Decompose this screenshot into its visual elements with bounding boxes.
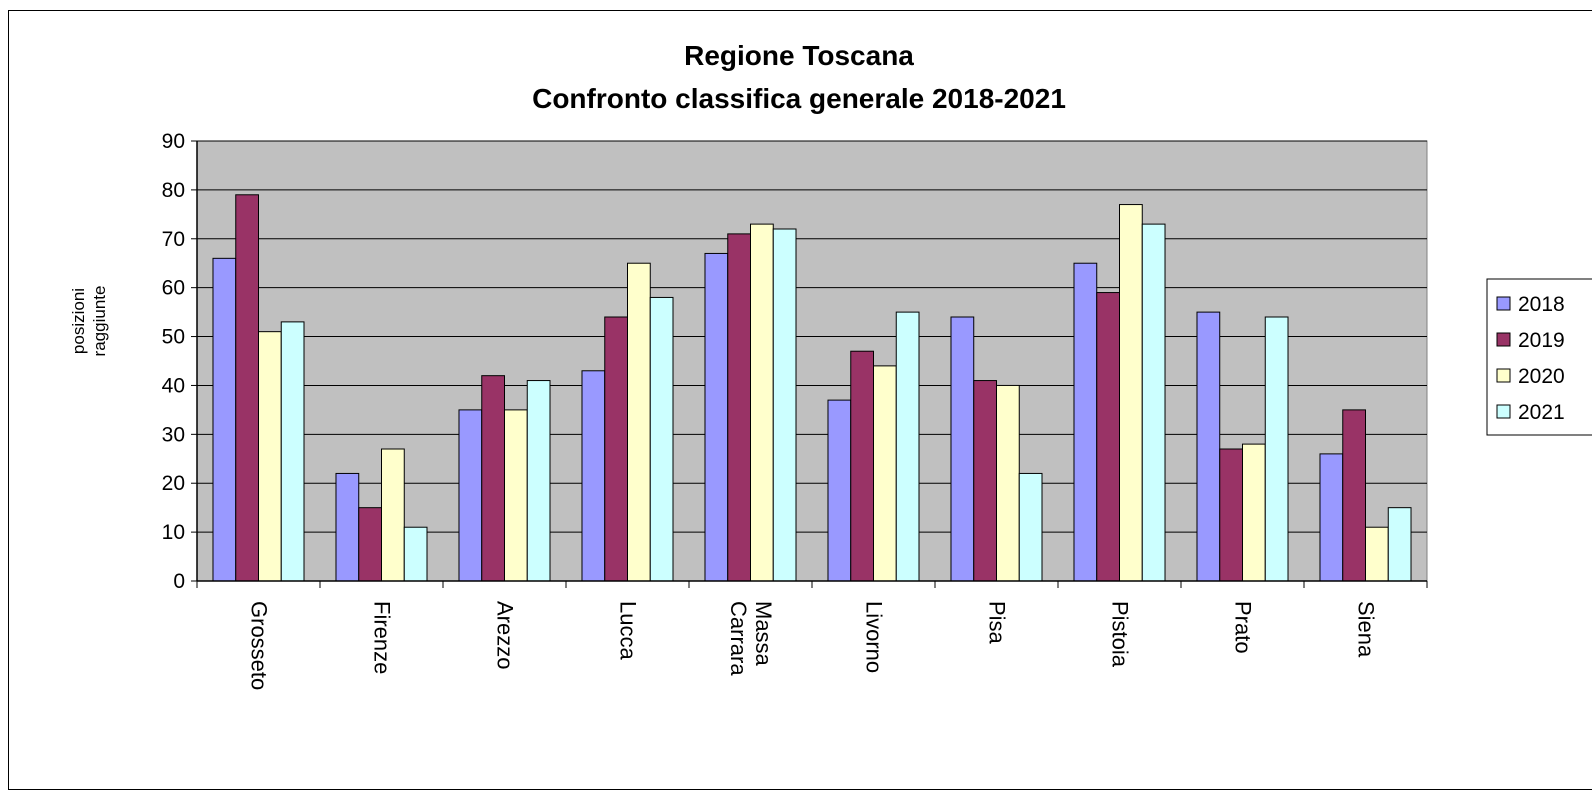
- bar-2021-3: [649, 296, 674, 582]
- bar-2021-4: [772, 228, 797, 582]
- legend: 2018 2019 2020 2021: [1486, 278, 1592, 436]
- bar-2019-6: [973, 380, 997, 582]
- y-tick-label: 20: [162, 472, 185, 495]
- bar-2020-4: [750, 223, 774, 582]
- legend-swatch-2019: [1496, 332, 1511, 347]
- bar-2019-9: [1342, 409, 1366, 582]
- bar-2020-3: [627, 262, 651, 582]
- bar-2019-4: [727, 233, 751, 582]
- x-category-label: Siena: [1354, 601, 1379, 658]
- legend-label-2020: 2020: [1518, 365, 1565, 388]
- y-tick-label: 80: [162, 179, 185, 202]
- chart-title: Regione Toscana Confronto classifica gen…: [532, 40, 1066, 114]
- chart-title-line-1: Regione Toscana: [684, 40, 914, 71]
- legend-swatch-2020: [1496, 368, 1511, 383]
- x-category-label: Lucca: [616, 601, 641, 660]
- bar-2018-4: [704, 252, 729, 582]
- bar-2020-7: [1119, 204, 1143, 582]
- bar-2019-7: [1096, 292, 1120, 582]
- y-tick-label: 60: [162, 277, 185, 300]
- bar-2019-1: [358, 507, 382, 582]
- y-axis-label-line-1: posizioni: [69, 288, 88, 354]
- x-category-label: Livorno: [862, 601, 887, 673]
- bar-2019-2: [481, 375, 505, 582]
- chart-frame: Regione Toscana Confronto classifica gen…: [8, 10, 1592, 790]
- x-category-label: Arezzo: [493, 601, 518, 669]
- bar-2021-1: [403, 526, 428, 582]
- legend-swatch-2021: [1496, 404, 1511, 419]
- x-category-label: Carrara: [726, 601, 751, 676]
- bar-2018-8: [1196, 311, 1221, 582]
- bar-2019-3: [604, 316, 628, 582]
- bar-2021-8: [1264, 316, 1289, 582]
- legend-label-2018: 2018: [1518, 293, 1565, 316]
- bar-2021-9: [1387, 507, 1412, 582]
- bar-2018-9: [1319, 453, 1344, 582]
- y-axis-label: posizioni raggiunte: [69, 286, 109, 357]
- bar-2018-2: [458, 409, 483, 582]
- y-tick-label: 40: [162, 374, 185, 397]
- y-tick-label: 10: [162, 521, 185, 544]
- bar-2021-6: [1018, 472, 1043, 582]
- bar-2019-5: [850, 350, 874, 582]
- bar-2018-7: [1073, 262, 1098, 582]
- x-category-label: Prato: [1231, 601, 1256, 654]
- chart-title-line-2: Confronto classifica generale 2018-2021: [532, 83, 1066, 114]
- bar-2019-0: [235, 194, 259, 582]
- y-axis-label-line-2: raggiunte: [90, 286, 109, 357]
- bar-2018-6: [950, 316, 975, 582]
- bar-2020-8: [1242, 443, 1266, 582]
- bar-2018-0: [212, 257, 237, 582]
- axes: [191, 140, 1428, 588]
- bar-2021-7: [1141, 223, 1166, 582]
- bar-chart: Regione Toscana Confronto classifica gen…: [69, 40, 1592, 690]
- bar-2020-9: [1365, 526, 1389, 582]
- bar-2018-1: [335, 472, 360, 582]
- legend-swatch-2018: [1496, 296, 1511, 311]
- x-category-label: Pisa: [985, 601, 1010, 645]
- y-tick-label: 0: [173, 570, 185, 593]
- y-tick-label: 70: [162, 228, 185, 251]
- x-category-label: Firenze: [370, 601, 395, 674]
- x-category-label: Grosseto: [247, 601, 272, 690]
- bar-2021-0: [280, 321, 305, 582]
- x-category-label: Massa: [751, 601, 776, 667]
- bar-2020-6: [996, 384, 1020, 582]
- bar-2019-8: [1219, 448, 1243, 582]
- bar-2021-5: [895, 311, 920, 582]
- bar-2021-2: [526, 380, 551, 582]
- y-tick-label: 30: [162, 423, 185, 446]
- bar-2020-5: [873, 365, 897, 582]
- bar-2020-0: [258, 331, 282, 582]
- bar-2020-2: [504, 409, 528, 582]
- bars: [212, 194, 1412, 582]
- x-category-label: Pistoia: [1108, 601, 1133, 668]
- y-tick-label: 90: [162, 130, 185, 153]
- legend-label-2021: 2021: [1518, 401, 1565, 424]
- y-tick-label: 50: [162, 326, 185, 349]
- legend-label-2019: 2019: [1518, 329, 1565, 352]
- bar-2018-3: [581, 370, 606, 582]
- y-axis-ticks: 0 10 20 30 40 50 60 70 80 90: [162, 130, 185, 593]
- bar-2018-5: [827, 399, 852, 582]
- bar-2020-1: [381, 448, 405, 582]
